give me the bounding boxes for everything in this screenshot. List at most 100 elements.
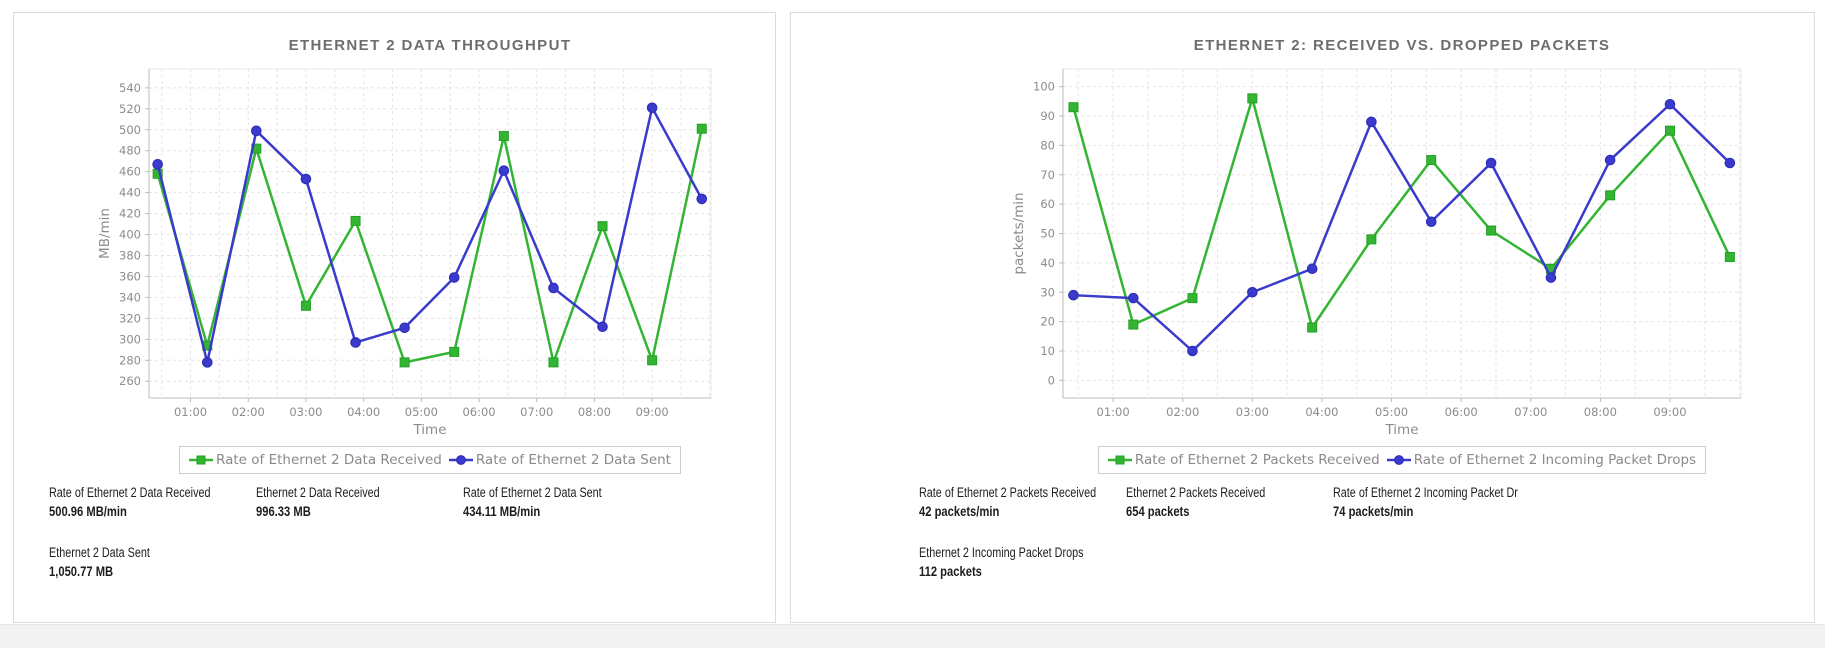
series-line <box>156 127 704 364</box>
x-tick-label: 05:00 <box>405 405 438 419</box>
data-point-marker <box>399 357 410 368</box>
stat-value: 42 packets/min <box>919 503 1000 519</box>
y-tick-label: 40 <box>1040 256 1055 270</box>
data-point-marker <box>1307 322 1318 333</box>
x-axis-label: Time <box>1384 422 1418 438</box>
stat-ethernet-2-incoming-packet-drops: Ethernet 2 Incoming Packet Drops 112 pack… <box>919 545 1126 579</box>
x-tick-label: 04:00 <box>1305 405 1338 419</box>
data-point-marker <box>1664 125 1675 136</box>
data-point-marker <box>201 357 213 368</box>
y-tick-label: 0 <box>1048 373 1055 387</box>
stat-label: Ethernet 2 Data Sent <box>49 545 150 560</box>
stat-label: Ethernet 2 Data Received <box>256 485 380 500</box>
x-tick-label: 05:00 <box>1375 405 1408 419</box>
data-point-marker <box>1068 289 1079 301</box>
y-tick-label: 380 <box>119 249 141 263</box>
y-tick-label: 300 <box>119 332 141 346</box>
data-point-marker <box>1426 155 1437 166</box>
data-point-marker <box>1128 292 1139 304</box>
y-tick-label: 260 <box>119 374 141 388</box>
y-tick-label: 540 <box>119 81 141 95</box>
stat-value: 654 packets <box>1126 503 1190 519</box>
stat-label: Ethernet 2 Incoming Packet Drops <box>919 545 1084 560</box>
stat-value: 434.11 MB/min <box>463 503 541 519</box>
series-line <box>1072 103 1732 353</box>
x-tick-label: 07:00 <box>1514 405 1547 419</box>
legend-label: Rate of Ethernet 2 Data Received <box>216 452 442 468</box>
data-point-marker <box>646 102 658 114</box>
data-point-marker <box>696 193 708 205</box>
data-point-marker <box>1724 252 1735 262</box>
legend-circle-marker-icon <box>1386 455 1411 465</box>
stat-value: 500.96 MB/min <box>49 503 127 519</box>
legend-square-marker-icon <box>1107 455 1132 465</box>
legend-item-rate-of-ethernet-2-data-sent[interactable]: Rate of Ethernet 2 Data Sent <box>448 452 671 468</box>
data-point-marker <box>1664 98 1676 110</box>
series-rate-of-ethernet-2-packets-received <box>1068 93 1735 333</box>
legend-item-rate-of-ethernet-2-packets-received[interactable]: Rate of Ethernet 2 Packets Received <box>1107 452 1380 468</box>
x-tick-label: 02:00 <box>232 405 265 419</box>
data-point-marker <box>399 322 410 334</box>
stat-label: Rate of Ethernet 2 Packets Received <box>919 485 1097 500</box>
stat-ethernet-2-data-sent: Ethernet 2 Data Sent 1,050.77 MB <box>49 545 256 579</box>
x-tick-label: 01:00 <box>1097 405 1130 419</box>
x-tick-label: 08:00 <box>578 405 611 419</box>
chart-title-data-throughput: ETHERNET 2 DATA THROUGHPUT <box>288 37 572 54</box>
x-axis-label: Time <box>412 422 446 438</box>
data-point-marker <box>498 131 509 142</box>
data-point-marker <box>647 355 658 366</box>
chart-legend-data-throughput: Rate of Ethernet 2 Data Received Rate of … <box>149 446 711 474</box>
stat-value: 74 packets/min <box>1333 503 1414 519</box>
panel-received-vs-dropped: ETHERNET 2: RECEIVED VS. DROPPED PACKETS… <box>790 12 1815 623</box>
stat-value: 1,050.77 MB <box>49 563 114 579</box>
stat-rate-of-ethernet-2-data-sent: Rate of Ethernet 2 Data Sent 434.11 MB/mi… <box>463 485 670 519</box>
y-tick-label: 30 <box>1040 285 1055 299</box>
data-point-marker <box>300 173 312 185</box>
data-point-marker <box>350 215 361 226</box>
data-point-marker <box>1366 116 1377 128</box>
y-tick-label: 20 <box>1040 315 1055 329</box>
legend-label: Rate of Ethernet 2 Packets Received <box>1134 452 1380 468</box>
data-point-marker <box>1485 157 1497 169</box>
y-tick-label: 400 <box>119 228 141 242</box>
data-point-marker <box>152 159 163 170</box>
y-tick-label: 480 <box>119 144 141 158</box>
stat-rate-of-ethernet-2-packets-received: Rate of Ethernet 2 Packets Received 42 pa… <box>919 485 1126 519</box>
data-point-marker <box>1605 190 1616 201</box>
y-tick-label: 100 <box>1033 80 1055 94</box>
data-point-marker <box>1366 234 1377 245</box>
data-point-marker <box>1247 93 1258 104</box>
data-point-marker <box>498 165 510 176</box>
data-point-marker <box>597 321 608 333</box>
data-point-marker <box>1724 157 1736 169</box>
legend-item-rate-of-ethernet-2-incoming-packet-drops[interactable]: Rate of Ethernet 2 Incoming Packet Drops <box>1386 452 1696 468</box>
data-point-marker <box>448 272 460 283</box>
y-tick-label: 520 <box>119 102 141 116</box>
series-rate-of-ethernet-2-data-received <box>152 123 707 368</box>
legend-item-rate-of-ethernet-2-data-received[interactable]: Rate of Ethernet 2 Data Received <box>189 452 442 468</box>
line-chart-data-throughput: 260 280 300 320 340 360 380 400 420 440 460 480 500 5… <box>97 68 712 438</box>
data-point-marker <box>1425 216 1437 228</box>
y-tick-label: 280 <box>119 353 141 367</box>
stats-grid-received-vs-dropped: Rate of Ethernet 2 Packets Received 42 pa… <box>919 485 1540 579</box>
data-point-marker <box>1306 263 1318 275</box>
y-axis-label: MB/min <box>97 208 113 259</box>
x-tick-label: 01:00 <box>174 405 207 419</box>
data-point-marker <box>548 357 559 368</box>
x-tick-label: 09:00 <box>1653 405 1686 419</box>
y-tick-label: 70 <box>1040 168 1055 182</box>
y-tick-label: 60 <box>1040 197 1055 211</box>
x-tick-label: 02:00 <box>1166 405 1199 419</box>
data-point-marker <box>1187 345 1198 357</box>
stat-ethernet-2-packets-received: Ethernet 2 Packets Received 654 packets <box>1126 485 1333 519</box>
x-tick-label: 03:00 <box>1236 405 1269 419</box>
stat-label: Rate of Ethernet 2 Data Sent <box>463 485 602 500</box>
data-point-marker <box>1247 286 1258 298</box>
stat-ethernet-2-data-received: Ethernet 2 Data Received 996.33 MB <box>256 485 463 519</box>
stat-label: Ethernet 2 Packets Received <box>1126 485 1266 500</box>
y-tick-label: 460 <box>119 165 141 179</box>
series-rate-of-ethernet-2-incoming-packet-drops <box>1068 98 1736 357</box>
stat-label: Rate of Ethernet 2 Incoming Packet Dr <box>1333 485 1518 500</box>
data-point-marker <box>251 125 262 137</box>
stat-rate-of-ethernet-2-incoming-packet-dr: Rate of Ethernet 2 Incoming Packet Dr 74 … <box>1333 485 1540 519</box>
